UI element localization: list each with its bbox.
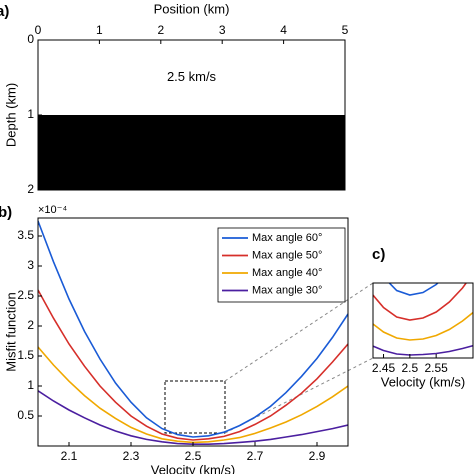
y-axis-label: Misfit function (3, 292, 18, 371)
series-line (388, 283, 439, 296)
y-axis-label: Depth (km) (3, 83, 18, 147)
legend-label: Max angle 50° (252, 249, 322, 261)
zoom-box (164, 380, 226, 434)
y-tick-label: 2.5 (17, 288, 34, 302)
x-tick-label: 2.7 (247, 449, 264, 463)
layer (38, 40, 345, 115)
x-axis-label: Velocity (km/s) (151, 462, 236, 474)
x-axis-label: Velocity (km/s) (381, 374, 466, 389)
y-tick-label: 1 (27, 378, 34, 392)
y-tick-label: 2 (27, 182, 34, 196)
series-line (373, 344, 473, 356)
x-tick-label: 2.55 (424, 361, 448, 375)
series-line (38, 390, 348, 446)
x-tick-label: 2.3 (123, 449, 140, 463)
x-tick-label: 2.1 (61, 449, 78, 463)
x-tick-label: 2.5 (185, 449, 202, 463)
x-tick-label: 1 (96, 23, 103, 37)
x-tick-label: 0 (35, 23, 42, 37)
y-scale-label: ×10⁻⁴ (38, 204, 67, 216)
x-tick-label: 2.9 (309, 449, 326, 463)
series-line (373, 283, 468, 321)
y-tick-label: 1.5 (17, 348, 34, 362)
axes-frame (372, 282, 474, 359)
series-line (38, 289, 348, 441)
y-tick-label: 0 (27, 32, 34, 46)
y-tick-label: 1 (27, 107, 34, 121)
y-tick-label: 2 (27, 318, 34, 332)
plot-area (373, 283, 473, 356)
panel-label: b) (0, 204, 12, 221)
x-tick-label: 2.5 (401, 361, 418, 375)
y-tick-label: 3 (27, 258, 34, 272)
panel-label: a) (0, 3, 9, 20)
y-tick-label: 0.5 (17, 408, 34, 422)
x-tick-label: 4 (280, 23, 287, 37)
x-tick-label: 2.45 (372, 361, 396, 375)
y-tick-label: 3.5 (17, 228, 34, 242)
x-tick-label: 5 (342, 23, 349, 37)
x-tick-label: 3 (219, 23, 226, 37)
series-line (373, 311, 473, 341)
series-line (38, 220, 348, 438)
x-tick-label: 2 (157, 23, 164, 37)
legend-label: Max angle 30° (252, 284, 322, 296)
legend-label: Max angle 40° (252, 267, 322, 279)
x-axis-label: Position (km) (154, 1, 230, 16)
legend-label: Max angle 60° (252, 232, 322, 244)
panel-label: c) (372, 246, 385, 263)
layer-label: 2.5 km/s (167, 69, 217, 84)
layer-label: 2.8 km/s (167, 144, 217, 159)
layer (38, 115, 345, 190)
